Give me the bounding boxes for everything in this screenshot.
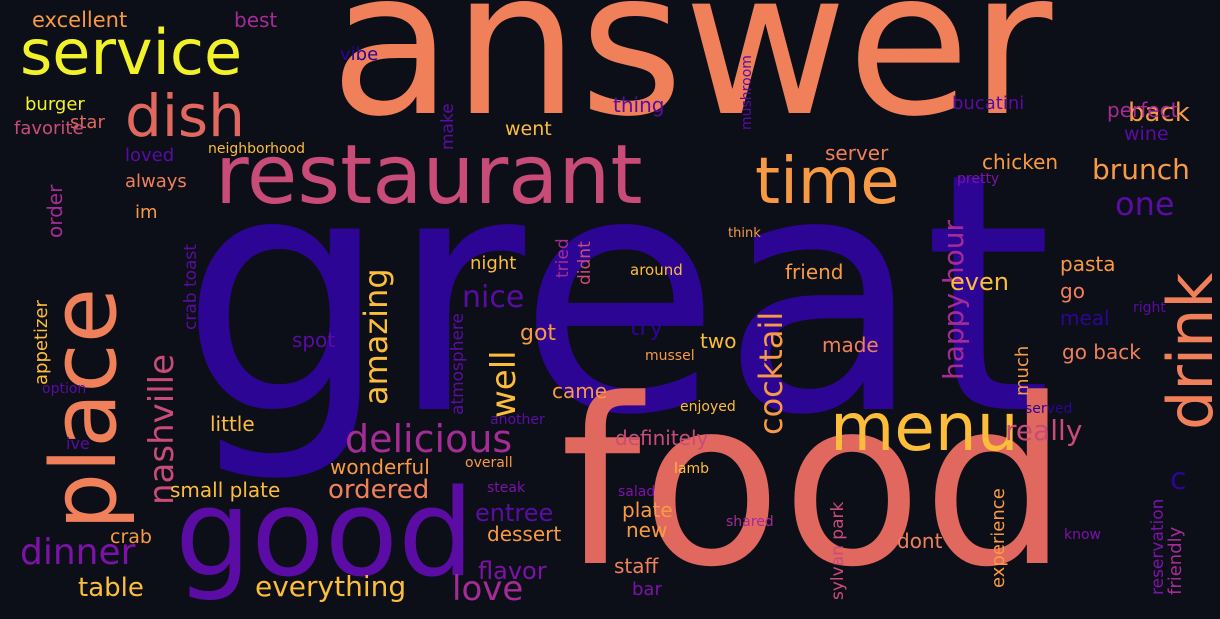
word-favorite: favorite — [14, 118, 84, 139]
word-shared: shared — [726, 514, 774, 530]
word-dessert: dessert — [487, 522, 562, 546]
word-lamb: lamb — [674, 461, 709, 477]
word-sylvan-park: sylvan park — [828, 501, 848, 600]
word-meal: meal — [1060, 306, 1110, 330]
word-around: around — [630, 261, 683, 279]
word-salad: salad — [618, 484, 656, 500]
word-entree: entree — [475, 499, 554, 527]
word-nice: nice — [462, 280, 525, 315]
word-even: even — [950, 268, 1009, 296]
word-came: came — [552, 379, 608, 403]
word-went: went — [505, 118, 552, 140]
word-right: right — [1133, 300, 1166, 316]
word-new: new — [626, 518, 668, 542]
word-option: option — [42, 381, 87, 397]
word-made: made — [822, 333, 879, 357]
word-pasta: pasta — [1060, 252, 1116, 276]
word-ordered: ordered — [328, 475, 430, 505]
word-know: know — [1064, 527, 1101, 543]
word-star: star — [70, 112, 105, 133]
word-friend: friend — [785, 260, 844, 284]
word-wine: wine — [1124, 123, 1169, 145]
word-think: think — [728, 226, 761, 241]
word-delicious: delicious — [345, 417, 513, 461]
word-bucatini: bucatini — [952, 93, 1025, 114]
word-tried: tried — [553, 238, 573, 278]
word-well: well — [484, 350, 524, 418]
word-good: good — [175, 465, 475, 604]
word-great: great — [180, 103, 1053, 487]
word-menu: menu — [830, 389, 1019, 466]
word-answer: answer — [330, 0, 1053, 161]
word-dinner: dinner — [20, 532, 136, 573]
word-restaurant: restaurant — [215, 128, 643, 223]
word-try: try — [630, 313, 664, 341]
word-atmosphere: atmosphere — [448, 313, 468, 415]
word-wonderful: wonderful — [330, 455, 430, 479]
word-dish: dish — [125, 82, 245, 150]
word-everything: everything — [255, 570, 407, 603]
word-love: love — [452, 569, 524, 609]
word-drink: drink — [1154, 272, 1220, 430]
word-cocktail: cocktail — [752, 311, 790, 435]
word-burger: burger — [25, 94, 85, 115]
word-enjoyed: enjoyed — [680, 399, 736, 415]
word-table: table — [78, 573, 144, 603]
word-place: place — [32, 287, 137, 530]
word-excellent: excellent — [32, 8, 128, 32]
word-c: c — [1170, 462, 1187, 497]
word-appetizer: appetizer — [31, 300, 52, 385]
word-brunch: brunch — [1092, 153, 1190, 186]
word-pretty: pretty — [957, 171, 1000, 187]
word-friendly: friendly — [1165, 526, 1186, 595]
word-steak: steak — [487, 480, 526, 496]
word-server: server — [825, 141, 889, 165]
word-amazing: amazing — [357, 268, 395, 405]
word-neighborhood: neighborhood — [208, 141, 305, 157]
word-always: always — [125, 171, 187, 192]
word-chicken: chicken — [982, 150, 1059, 174]
word-experience: experience — [988, 488, 1009, 588]
word-loved: loved — [125, 145, 175, 166]
word-two: two — [700, 329, 737, 353]
word-definitely: definitely — [615, 426, 709, 450]
word-happy-hour: happy hour — [937, 219, 970, 380]
word-make: make — [438, 103, 458, 150]
word-plate: plate — [622, 498, 673, 522]
word-overall: overall — [465, 455, 513, 471]
word-staff: staff — [614, 554, 659, 578]
word-another: another — [490, 412, 545, 428]
word-one: one — [1115, 185, 1175, 223]
word-order: order — [43, 184, 67, 238]
word-bar: bar — [632, 579, 662, 600]
word-crab-toast: crab toast — [181, 244, 201, 330]
word-perfect: perfect — [1107, 98, 1179, 122]
word-go-back: go back — [1062, 340, 1141, 364]
word-back: back — [1128, 98, 1190, 128]
word-go: go — [1060, 279, 1085, 303]
word-best: best — [234, 8, 278, 32]
word-ive: ive — [66, 434, 90, 453]
word-im: im — [135, 202, 158, 223]
word-spot: spot — [292, 328, 336, 352]
word-time: time — [755, 145, 900, 219]
word-night: night — [470, 253, 517, 274]
word-crab: crab — [110, 526, 152, 548]
word-flavor: flavor — [478, 557, 547, 585]
word-thing: thing — [613, 93, 665, 117]
word-served: served — [1025, 401, 1073, 417]
word-small-plate: small plate — [170, 478, 281, 502]
word-didnt: didnt — [575, 241, 595, 285]
word-dont: dont — [897, 529, 943, 553]
word-little: little — [210, 412, 255, 436]
word-much: much — [1012, 345, 1033, 396]
word-got: got — [520, 321, 557, 346]
word-mussel: mussel — [645, 348, 695, 364]
word-vibe: vibe — [340, 44, 379, 65]
word-really: really — [1005, 414, 1083, 447]
word-mushroom: mushroom — [739, 55, 755, 130]
word-service: service — [20, 16, 243, 89]
word-food: food — [560, 351, 1069, 618]
